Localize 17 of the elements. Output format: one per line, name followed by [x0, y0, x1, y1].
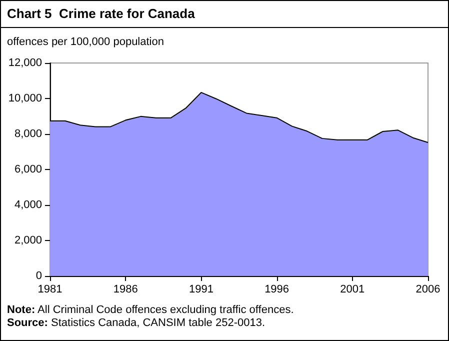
x-tick-label: 1996 — [264, 284, 290, 296]
x-tick-label: 2006 — [416, 284, 440, 296]
y-tick-label: 8,000 — [14, 128, 42, 140]
chart-title: Chart 5 Crime rate for Canada — [7, 6, 195, 21]
y-tick-label: 4,000 — [14, 199, 42, 211]
source-note: Source: Statistics Canada, CANSIM table 252-0013. — [7, 317, 266, 330]
y-tick-label: 2,000 — [14, 234, 42, 246]
y-axis-title: offences per 100,000 population — [7, 36, 164, 48]
x-tick-label: 1981 — [38, 284, 62, 296]
x-tick-label: 1991 — [188, 284, 214, 296]
y-tick-label: 0 — [36, 270, 42, 282]
y-tick-label: 6,000 — [14, 164, 42, 176]
y-tick-label: 10,000 — [8, 92, 42, 104]
text: Note: All Criminal Code offences excluding traffic offences. — [7, 304, 294, 317]
x-tick-label: 1986 — [113, 284, 138, 296]
x-tick-label: 2001 — [340, 284, 365, 296]
y-tick-label: 12,000 — [8, 57, 42, 69]
